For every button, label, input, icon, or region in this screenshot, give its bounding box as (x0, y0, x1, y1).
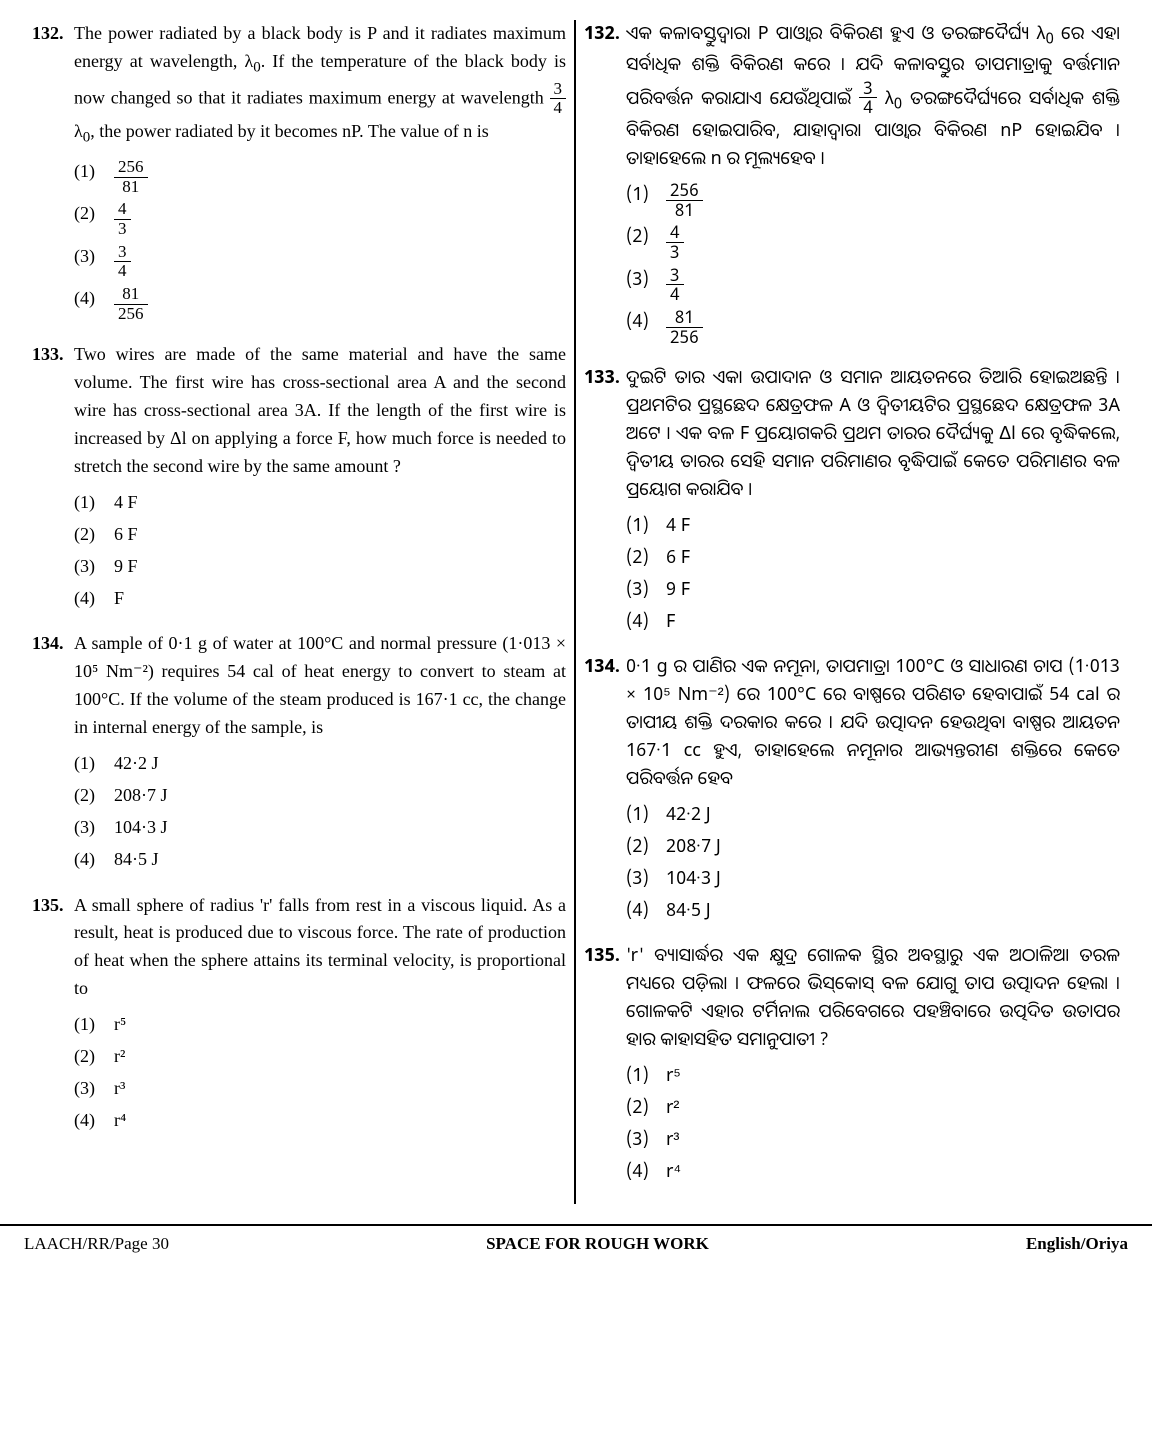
option-4: (4)F (74, 585, 566, 613)
question-134-or: 134. 0·1 g ର ପାଣିର ଏକ ନମୂନା, ତାପମାତ୍ରା 1… (584, 653, 1120, 928)
question-number: 134. (584, 653, 626, 928)
option-1: (1)25681 (74, 158, 566, 196)
question-body: ଏକ କଳାବସ୍ତୁଦ୍ୱାରା P ପାଓ୍ୱାର ବିକିରଣ ହୁଏ ଓ… (626, 20, 1120, 350)
option-4: (4)84·5 J (74, 846, 566, 874)
option-4: (4)81256 (626, 308, 1120, 346)
option-4: (4)r⁴ (626, 1158, 1120, 1186)
footer-right: English/Oriya (1026, 1234, 1128, 1254)
option-4: (4)r⁴ (74, 1107, 566, 1135)
question-133-en: 133. Two wires are made of the same mate… (32, 341, 566, 616)
option-3: (3)r³ (626, 1126, 1120, 1154)
question-body: ଦୁଇଟି ତାର ଏକା ଉପାଦାନ ଓ ସମାନ ଆୟତନରେ ତିଆରି… (626, 364, 1120, 639)
option-3: (3)9 F (74, 553, 566, 581)
question-number: 133. (584, 364, 626, 639)
question-133-or: 133. ଦୁଇଟି ତାର ଏକା ଉପାଦାନ ଓ ସମାନ ଆୟତନରେ … (584, 364, 1120, 639)
option-3: (3)34 (74, 243, 566, 281)
question-number: 133. (32, 341, 74, 616)
option-1: (1)4 F (74, 489, 566, 517)
question-135-or: 135. 'r' ବ୍ୟାସାର୍ଦ୍ଧର ଏକ କ୍ଷୁଦ୍ର ଗୋଳକ ସ୍… (584, 942, 1120, 1189)
question-body: A sample of 0·1 g of water at 100°C and … (74, 630, 566, 877)
option-2: (2)43 (626, 223, 1120, 261)
question-number: 134. (32, 630, 74, 877)
question-number: 135. (584, 942, 626, 1189)
question-body: Two wires are made of the same material … (74, 341, 566, 616)
question-134-en: 134. A sample of 0·1 g of water at 100°C… (32, 630, 566, 877)
option-4: (4)84·5 J (626, 897, 1120, 925)
question-number: 132. (584, 20, 626, 350)
option-1: (1)42·2 J (626, 801, 1120, 829)
option-3: (3)34 (626, 266, 1120, 304)
option-2: (2)43 (74, 200, 566, 238)
option-2: (2)6 F (626, 544, 1120, 572)
option-1: (1)42·2 J (74, 750, 566, 778)
question-body: The power radiated by a black body is P … (74, 20, 566, 327)
question-number: 135. (32, 892, 74, 1139)
option-3: (3)r³ (74, 1075, 566, 1103)
question-body: 'r' ବ୍ୟାସାର୍ଦ୍ଧର ଏକ କ୍ଷୁଦ୍ର ଗୋଳକ ସ୍ଥିର ଅ… (626, 942, 1120, 1189)
option-3: (3)9 F (626, 576, 1120, 604)
option-2: (2)r² (74, 1043, 566, 1071)
option-3: (3)104·3 J (626, 865, 1120, 893)
option-1: (1)4 F (626, 512, 1120, 540)
option-3: (3)104·3 J (74, 814, 566, 842)
question-132-en: 132. The power radiated by a black body … (32, 20, 566, 327)
right-column: 132. ଏକ କଳାବସ୍ତୁଦ୍ୱାରା P ପାଓ୍ୱାର ବିକିରଣ … (576, 20, 1128, 1204)
option-2: (2)r² (626, 1094, 1120, 1122)
option-2: (2)6 F (74, 521, 566, 549)
footer-left: LAACH/RR/Page 30 (24, 1234, 169, 1254)
question-132-or: 132. ଏକ କଳାବସ୍ତୁଦ୍ୱାରା P ପାଓ୍ୱାର ବିକିରଣ … (584, 20, 1120, 350)
option-2: (2)208·7 J (74, 782, 566, 810)
option-2: (2)208·7 J (626, 833, 1120, 861)
option-1: (1)r⁵ (74, 1011, 566, 1039)
question-135-en: 135. A small sphere of radius 'r' falls … (32, 892, 566, 1139)
option-1: (1)r⁵ (626, 1062, 1120, 1090)
footer-center: SPACE FOR ROUGH WORK (486, 1234, 709, 1254)
left-column: 132. The power radiated by a black body … (24, 20, 576, 1204)
option-1: (1)25681 (626, 181, 1120, 219)
option-4: (4)81256 (74, 285, 566, 323)
question-body: 0·1 g ର ପାଣିର ଏକ ନମୂନା, ତାପମାତ୍ରା 100°C … (626, 653, 1120, 928)
page-footer: LAACH/RR/Page 30 SPACE FOR ROUGH WORK En… (0, 1224, 1152, 1262)
option-4: (4)F (626, 608, 1120, 636)
question-body: A small sphere of radius 'r' falls from … (74, 892, 566, 1139)
question-number: 132. (32, 20, 74, 327)
